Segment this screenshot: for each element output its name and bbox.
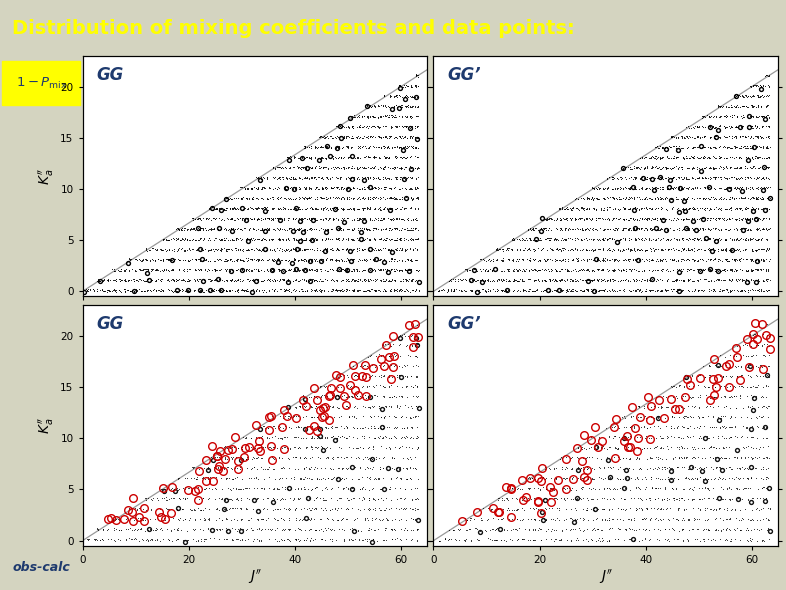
Y-axis label: $K_a''$: $K_a''$ xyxy=(37,168,56,185)
Y-axis label: $K_a''$: $K_a''$ xyxy=(37,417,56,434)
X-axis label: $J''$: $J''$ xyxy=(599,568,613,586)
Text: GG’: GG’ xyxy=(447,315,481,333)
Text: Distribution of mixing coefficients and data points:: Distribution of mixing coefficients and … xyxy=(12,18,575,38)
Text: $1 - P_{\rm mix}$: $1 - P_{\rm mix}$ xyxy=(16,76,67,90)
FancyBboxPatch shape xyxy=(2,61,80,105)
Text: GG: GG xyxy=(97,315,123,333)
Text: obs-calc: obs-calc xyxy=(13,561,70,575)
Text: GG: GG xyxy=(97,65,123,84)
X-axis label: $J''$: $J''$ xyxy=(248,568,262,586)
Text: GG’: GG’ xyxy=(447,65,481,84)
